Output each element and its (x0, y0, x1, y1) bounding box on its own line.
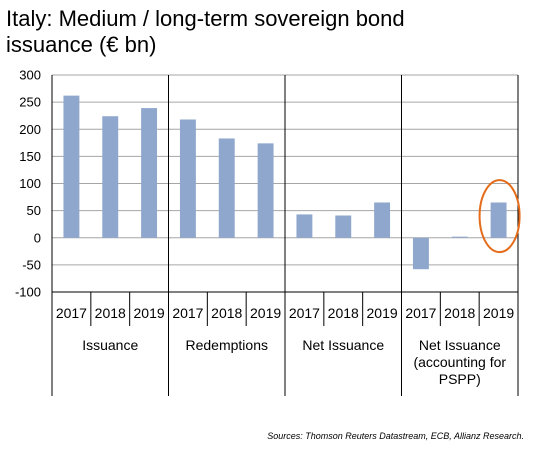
x-group-label: Redemptions (186, 337, 269, 353)
x-category-label: 2019 (367, 305, 398, 321)
y-tick-label: 100 (19, 176, 41, 191)
bar (141, 108, 158, 238)
bar (374, 202, 391, 238)
chart-title: Italy: Medium / long-term sovereign bond… (6, 6, 526, 58)
x-category-label: 2018 (328, 305, 359, 321)
bar (179, 119, 196, 238)
y-tick-label: 150 (19, 149, 41, 164)
x-category-label: 2019 (134, 305, 165, 321)
x-category-label: 2019 (483, 305, 514, 321)
x-category-label: 2018 (211, 305, 242, 321)
bar (63, 95, 80, 238)
chart-title-line-1: Italy: Medium / long-term sovereign bond (6, 6, 405, 31)
bar (335, 215, 352, 238)
x-group-label: (accounting for (413, 354, 506, 370)
x-category-label: 2019 (250, 305, 281, 321)
x-group-label: Net Issuance (419, 337, 501, 353)
x-category-label: 2017 (289, 305, 320, 321)
bar (451, 236, 468, 238)
bar (257, 143, 274, 238)
x-group-label: Net Issuance (302, 337, 384, 353)
x-category-label: 2017 (172, 305, 203, 321)
bar (218, 138, 235, 238)
bar (102, 116, 119, 238)
y-tick-label: -50 (22, 257, 41, 272)
x-group-label: Issuance (82, 337, 138, 353)
y-tick-label: 250 (19, 95, 41, 110)
bar (412, 237, 429, 270)
x-category-label: 2017 (405, 305, 436, 321)
y-tick-label: 200 (19, 122, 41, 137)
x-group-label: PSPP) (439, 371, 481, 387)
bar (296, 214, 313, 238)
chart-title-line-2: issuance (€ bn) (6, 32, 157, 57)
y-tick-label: -100 (15, 285, 41, 300)
x-category-label: 2018 (444, 305, 475, 321)
bar (490, 202, 507, 238)
x-category-label: 2018 (95, 305, 126, 321)
source-note: Sources: Thomson Reuters Datastream, ECB… (267, 431, 524, 441)
y-tick-label: 0 (34, 230, 41, 245)
y-tick-label: 300 (19, 68, 41, 83)
y-tick-label: 50 (27, 203, 41, 218)
highlight-ellipse (478, 179, 521, 254)
x-category-label: 2017 (56, 305, 87, 321)
